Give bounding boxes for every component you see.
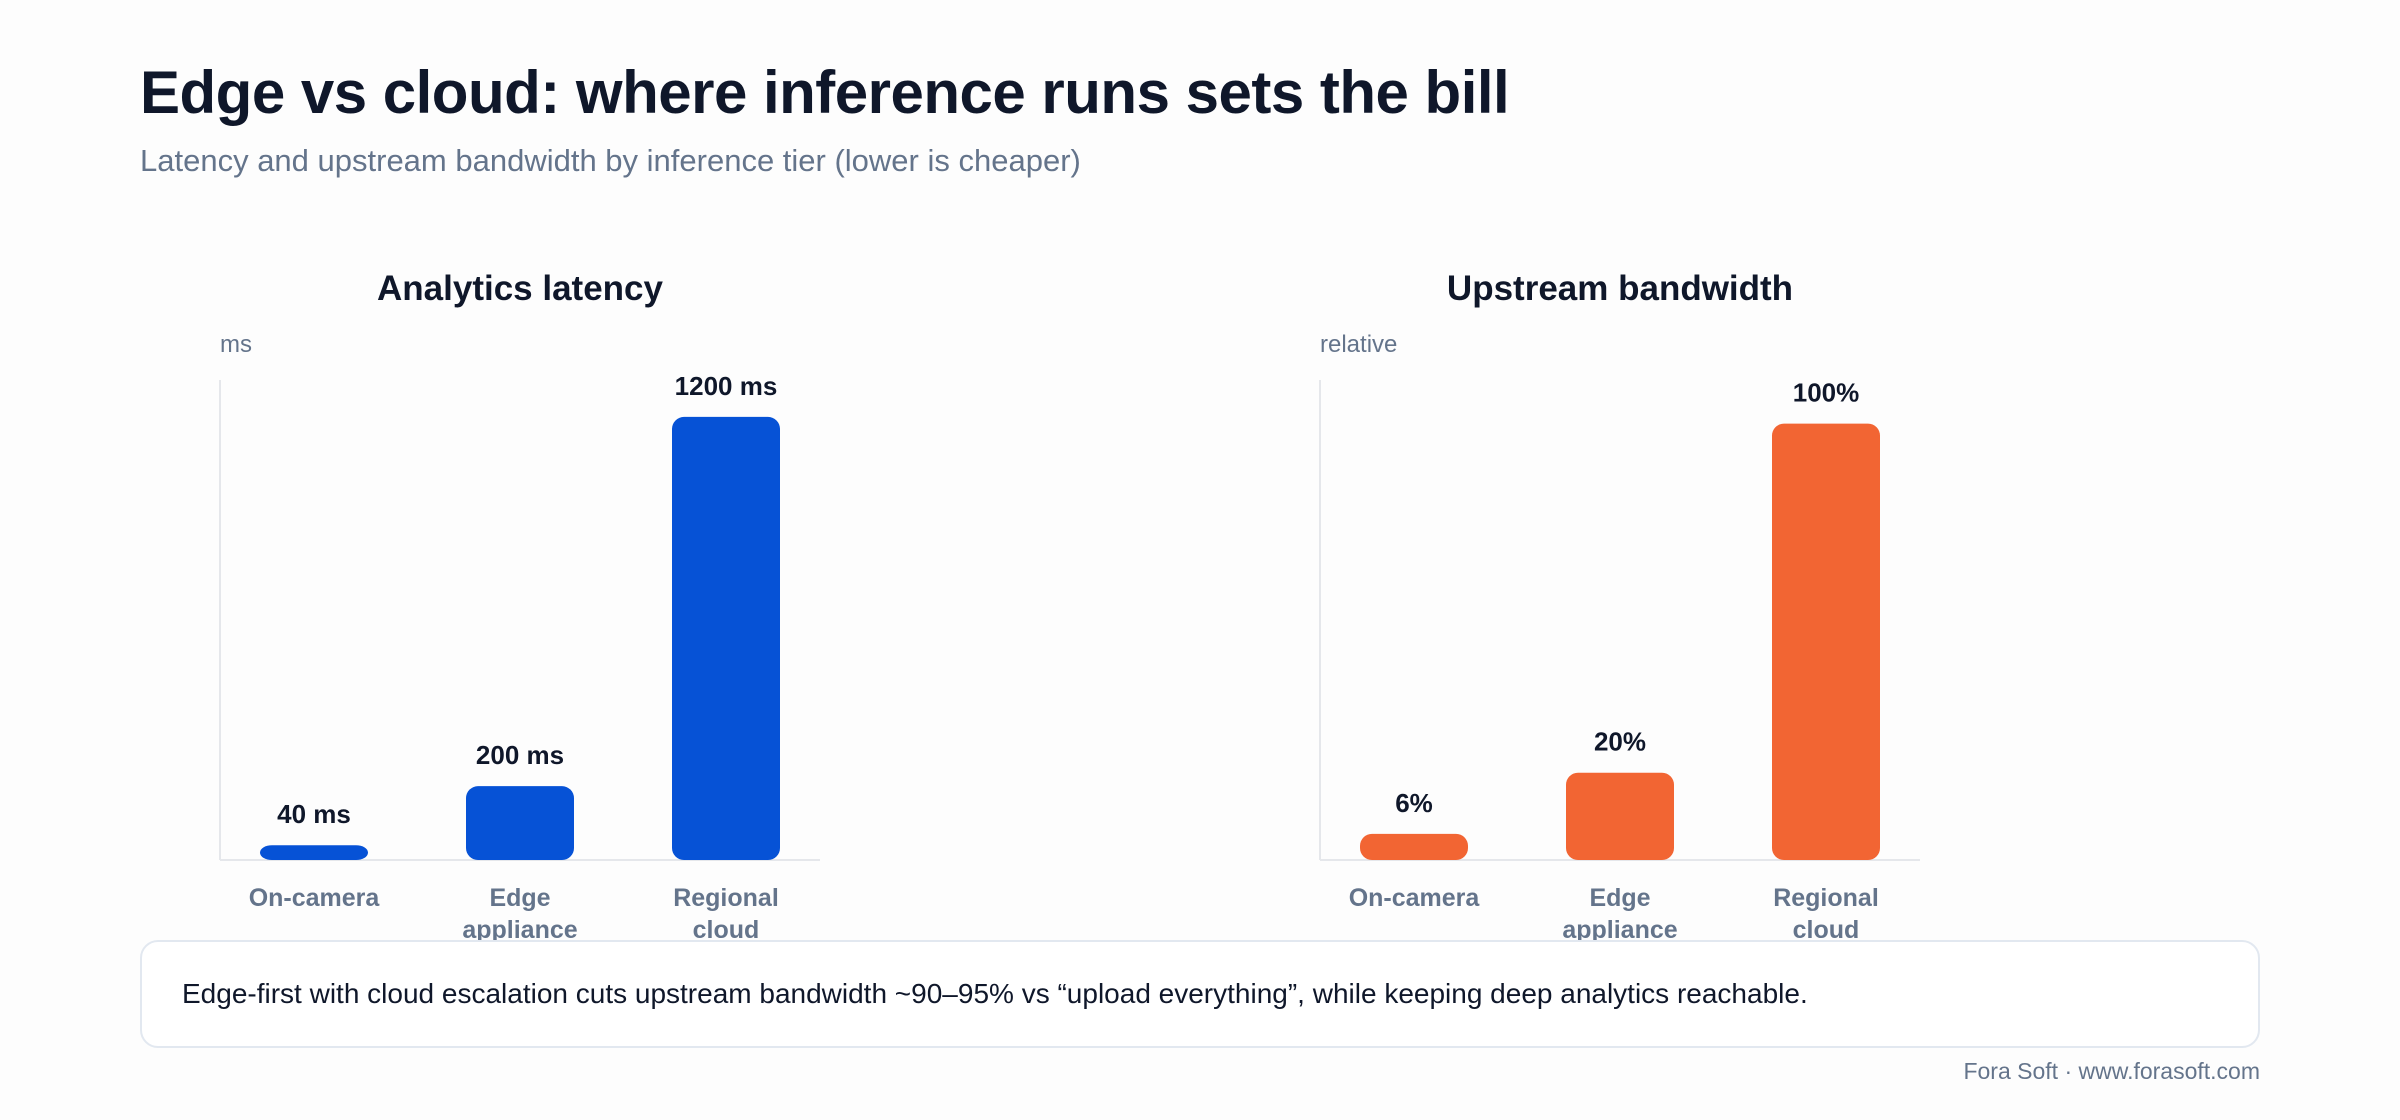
summary-callout: Edge-first with cloud escalation cuts up… (140, 940, 2260, 1048)
chart-svg: Upstream bandwidth relative 6% On-camera 20%… (1319, 269, 1920, 944)
bar (1360, 833, 1468, 860)
x-tick-label: On-camera (249, 884, 381, 912)
x-tick-label: Edge (1589, 884, 1650, 912)
page-title: Edge vs cloud: where inference runs sets… (140, 59, 1510, 126)
footer-credit: Fora Soft · www.forasoft.com (1963, 1058, 2260, 1084)
x-tick-label: cloud (693, 916, 760, 944)
chart-title: Upstream bandwidth (1447, 269, 1793, 308)
bandwidth-chart: Upstream bandwidth relative 6% On-camera 20%… (1220, 260, 2120, 960)
chart-title: Analytics latency (377, 269, 663, 308)
summary-callout-text: Edge-first with cloud escalation cuts up… (182, 978, 1808, 1009)
x-tick-label: Regional (1773, 884, 1879, 912)
bar (260, 845, 368, 860)
x-tick-label: Edge (489, 884, 550, 912)
bar (1772, 423, 1880, 860)
bar-value-label: 1200 ms (675, 371, 778, 401)
x-tick-label: appliance (1562, 916, 1677, 944)
chart-svg: Analytics latency ms 40 ms On-camera 200 ms E… (219, 269, 820, 944)
bar (672, 416, 780, 860)
x-tick-label: cloud (1793, 916, 1860, 944)
bar (1566, 772, 1674, 860)
bar-value-label: 40 ms (277, 799, 351, 829)
x-tick-label: Regional (673, 884, 779, 912)
y-axis-unit-label: relative (1320, 331, 1397, 358)
bar-value-label: 6% (1395, 788, 1433, 818)
page-subtitle: Latency and upstream bandwidth by infere… (140, 143, 1081, 178)
x-tick-label: appliance (462, 916, 577, 944)
y-axis-unit-label: ms (220, 331, 252, 358)
bar-value-label: 20% (1594, 727, 1646, 757)
latency-chart: Analytics latency ms 40 ms On-camera 200 ms E… (120, 260, 1020, 960)
bar (466, 786, 574, 860)
bar-value-label: 100% (1793, 378, 1860, 408)
bar-value-label: 200 ms (476, 740, 564, 770)
x-tick-label: On-camera (1349, 884, 1481, 912)
